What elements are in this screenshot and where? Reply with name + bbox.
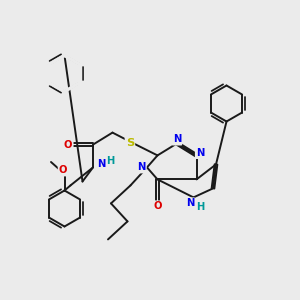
Text: S: S <box>126 137 134 148</box>
Text: N: N <box>137 162 146 172</box>
Text: H: H <box>196 202 204 212</box>
Text: O: O <box>59 165 67 176</box>
Text: H: H <box>106 156 115 166</box>
Text: O: O <box>153 201 162 212</box>
Text: N: N <box>97 159 106 170</box>
Text: N: N <box>196 148 204 158</box>
Text: N: N <box>186 198 194 208</box>
Text: N: N <box>173 134 181 145</box>
Text: O: O <box>64 140 72 150</box>
